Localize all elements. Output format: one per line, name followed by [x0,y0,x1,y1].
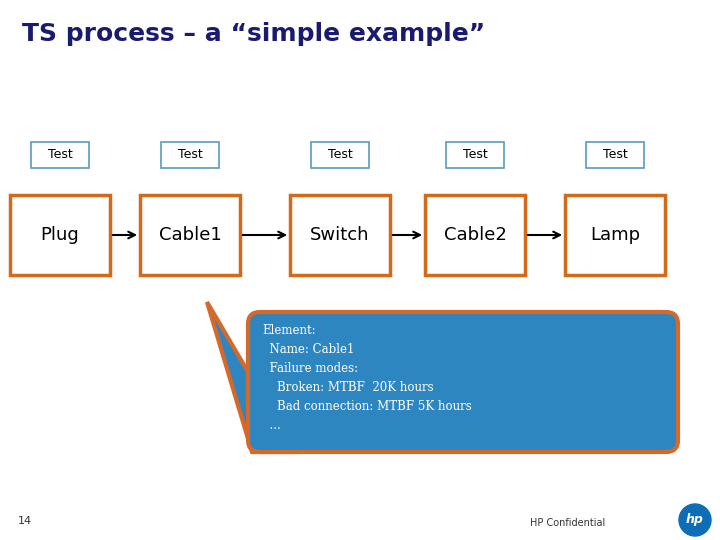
FancyBboxPatch shape [446,142,504,168]
FancyBboxPatch shape [248,312,678,452]
Polygon shape [207,302,295,452]
Text: Switch: Switch [310,226,370,244]
Text: hp: hp [686,512,704,525]
Text: Test: Test [603,148,627,161]
FancyBboxPatch shape [565,195,665,275]
Text: 14: 14 [18,516,32,526]
Text: TS process – a “simple example”: TS process – a “simple example” [22,22,485,46]
FancyBboxPatch shape [10,195,110,275]
FancyBboxPatch shape [290,195,390,275]
Text: Test: Test [463,148,487,161]
FancyBboxPatch shape [31,142,89,168]
Text: Lamp: Lamp [590,226,640,244]
Text: Test: Test [48,148,73,161]
FancyBboxPatch shape [161,142,219,168]
FancyBboxPatch shape [311,142,369,168]
Text: HP Confidential: HP Confidential [530,518,606,528]
Text: Test: Test [328,148,352,161]
Text: Element:
  Name: Cable1
  Failure modes:
    Broken: MTBF  20K hours
    Bad con: Element: Name: Cable1 Failure modes: Bro… [262,324,472,432]
Text: Cable1: Cable1 [158,226,221,244]
Text: Plug: Plug [40,226,79,244]
Circle shape [679,504,711,536]
FancyBboxPatch shape [425,195,525,275]
Text: Test: Test [178,148,202,161]
FancyBboxPatch shape [586,142,644,168]
FancyBboxPatch shape [140,195,240,275]
Text: Cable2: Cable2 [444,226,506,244]
